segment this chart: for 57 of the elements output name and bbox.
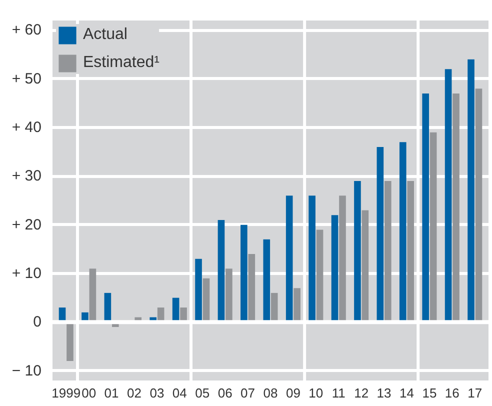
legend-label: Actual xyxy=(83,26,128,44)
bar xyxy=(399,142,406,322)
bar xyxy=(339,196,346,322)
y-tick-label: + 10 xyxy=(12,264,42,282)
x-tick-label: 15 xyxy=(422,386,437,400)
bar xyxy=(248,254,256,322)
bar xyxy=(354,181,361,322)
y-tick-label: + 60 xyxy=(12,22,42,39)
x-tick-label: 04 xyxy=(172,386,187,400)
x-tick-label: 16 xyxy=(444,386,460,400)
bar xyxy=(316,230,324,322)
bar xyxy=(195,258,202,322)
bar xyxy=(226,268,232,322)
x-tick-label: 06 xyxy=(218,386,232,400)
y-tick-label: − 10 xyxy=(12,362,42,380)
bar xyxy=(66,322,74,362)
bar xyxy=(444,69,452,322)
x-tick-label: 01 xyxy=(104,386,119,400)
bar xyxy=(89,268,96,322)
bar xyxy=(286,196,293,322)
bar xyxy=(384,181,392,322)
y-tick-label: + 50 xyxy=(12,70,42,88)
bar xyxy=(240,224,248,322)
y-tick-label: + 30 xyxy=(12,168,42,185)
bar xyxy=(376,146,384,322)
x-tick-label: 00 xyxy=(82,386,96,400)
x-tick-label: 09 xyxy=(286,386,300,400)
x-tick-label: 11 xyxy=(332,386,346,400)
x-tick-label: 14 xyxy=(400,386,414,400)
x-tick-label: 02 xyxy=(127,386,142,400)
bar xyxy=(362,210,369,322)
bar xyxy=(270,292,278,322)
x-tick-label: 13 xyxy=(376,386,392,400)
bar xyxy=(475,88,482,322)
bar xyxy=(263,239,270,322)
x-tick-label: 1999 xyxy=(52,386,81,400)
bar xyxy=(452,93,460,322)
bar xyxy=(218,220,225,322)
y-tick-label: 0 xyxy=(33,314,42,331)
x-tick-label: 12 xyxy=(354,386,369,400)
x-tick-label: 10 xyxy=(308,386,324,400)
bar xyxy=(308,196,316,322)
x-tick-label: 03 xyxy=(150,386,164,400)
bar xyxy=(294,288,300,322)
x-tick-label: 07 xyxy=(240,386,256,400)
x-tick-label: 08 xyxy=(263,386,278,400)
bar xyxy=(202,278,210,322)
bar xyxy=(422,93,430,322)
legend-label: Estimated¹ xyxy=(83,54,160,72)
x-tick-label: 05 xyxy=(195,386,210,400)
y-tick-label: + 40 xyxy=(12,119,42,136)
bar xyxy=(407,181,414,322)
bar xyxy=(468,59,474,322)
y-tick-label: + 20 xyxy=(12,216,42,234)
bar xyxy=(430,132,437,322)
x-tick-label: 17 xyxy=(468,386,482,400)
bar xyxy=(331,215,338,322)
